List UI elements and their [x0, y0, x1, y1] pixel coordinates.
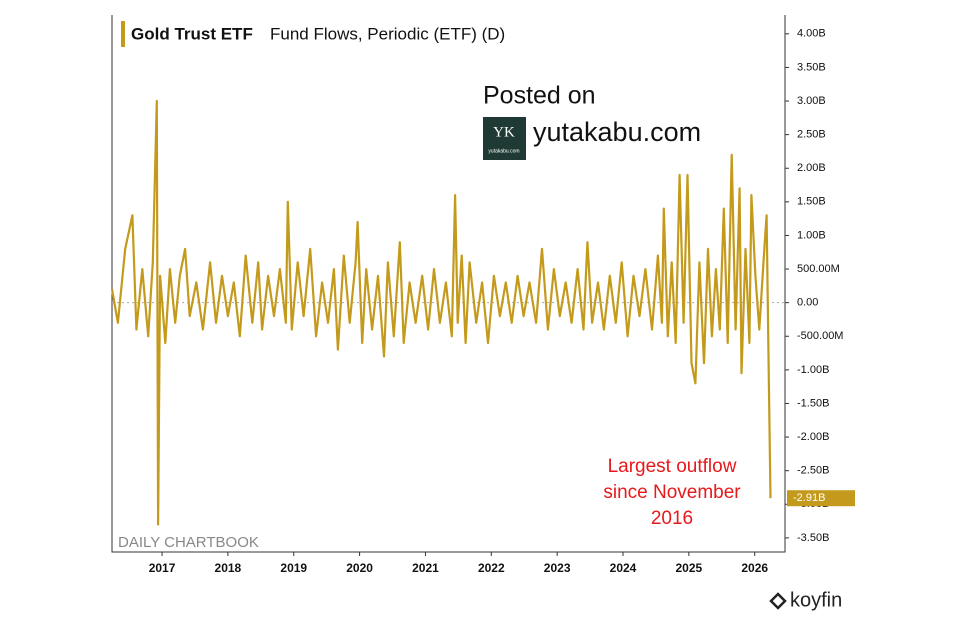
chart-title: Fund Flows, Periodic (ETF) (D) — [270, 24, 505, 43]
y-tick-label: 2.00B — [797, 162, 826, 174]
watermark-text: Posted on — [483, 82, 596, 110]
x-tick-label: 2017 — [149, 561, 176, 575]
y-tick-label: 1.00B — [797, 229, 826, 241]
watermark-logo — [483, 117, 526, 160]
x-tick-label: 2025 — [676, 561, 703, 575]
watermark-site: yutakabu.com — [533, 117, 701, 147]
y-tick-label: -2.50B — [797, 465, 829, 477]
annotation: 2016 — [651, 508, 693, 529]
y-tick-label: 0.00 — [797, 297, 818, 309]
y-tick-label: -1.00B — [797, 364, 829, 376]
series-line — [110, 99, 772, 526]
y-tick-label: 1.50B — [797, 196, 826, 208]
x-tick-label: 2020 — [346, 561, 373, 575]
y-tick-label: -1.50B — [797, 397, 829, 409]
logo-mark: YK — [493, 124, 515, 140]
y-tick-label: -500.00M — [797, 330, 843, 342]
annotation: Largest outflow — [608, 456, 737, 477]
y-tick-label: 3.50B — [797, 61, 826, 73]
x-tick-label: 2023 — [544, 561, 571, 575]
y-tick-label: -2.00B — [797, 431, 829, 443]
current-value-badge — [787, 490, 855, 507]
x-tick-label: 2018 — [215, 561, 242, 575]
brand-icon — [769, 592, 787, 610]
current-value-label: -2.91B — [793, 492, 825, 504]
source-label: DAILY CHARTBOOK — [118, 534, 259, 551]
legend-swatch — [121, 21, 125, 47]
y-tick-label: 500.00M — [797, 263, 840, 275]
y-tick-label: 4.00B — [797, 28, 826, 40]
x-tick-label: 2026 — [741, 561, 768, 575]
logo-text: yutakabu.com — [488, 148, 519, 154]
annotation: since November — [603, 482, 741, 503]
y-tick-label: -3.50B — [797, 532, 829, 544]
legend-label: Gold Trust ETF — [131, 24, 253, 43]
x-tick-label: 2022 — [478, 561, 505, 575]
plot-frame — [111, 15, 786, 553]
brand-label: koyfin — [790, 589, 842, 611]
y-tick-label: 3.00B — [797, 95, 826, 107]
y-tick-label: 2.50B — [797, 129, 826, 141]
x-tick-label: 2019 — [280, 561, 307, 575]
x-tick-label: 2024 — [610, 561, 637, 575]
x-tick-label: 2021 — [412, 561, 439, 575]
